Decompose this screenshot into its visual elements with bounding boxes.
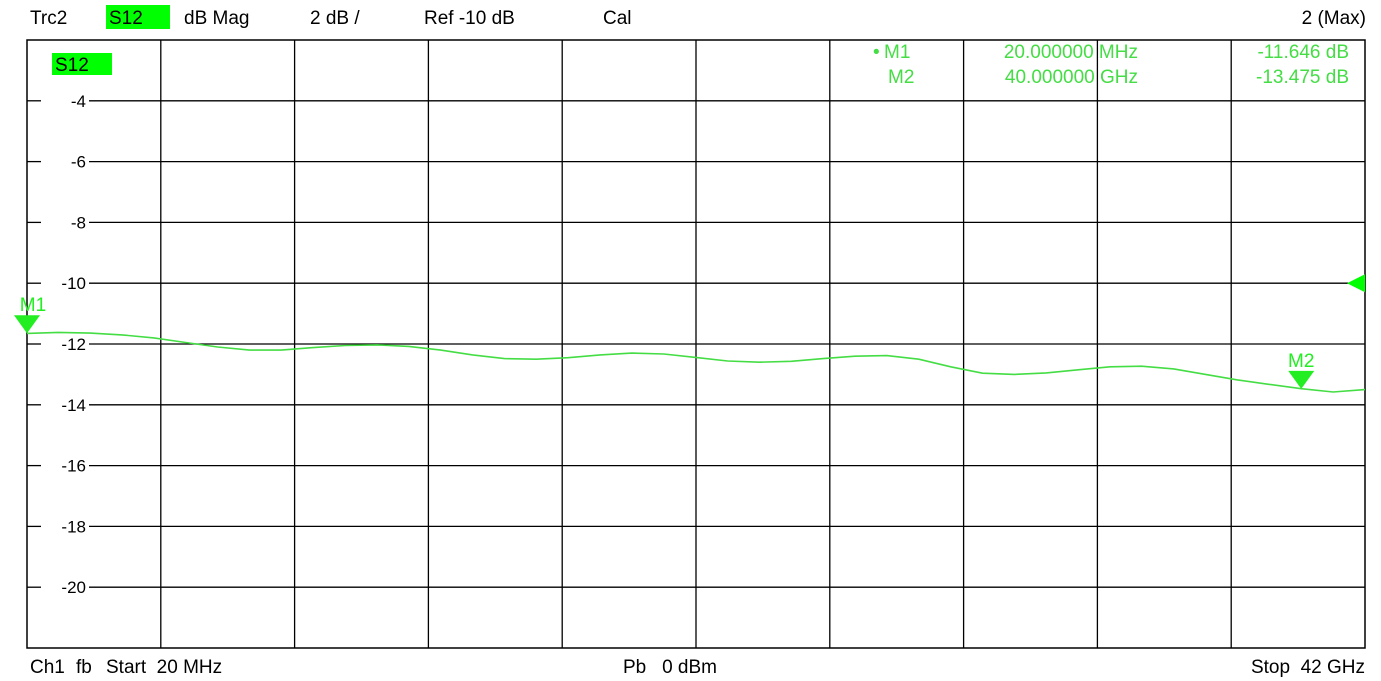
trace-label-badge — [52, 53, 112, 75]
y-tick-label: -4 — [71, 92, 86, 111]
stop-label[interactable]: Stop 42 GHz — [1251, 657, 1365, 678]
plot-area[interactable]: -4 -6 -8 -10 -12 -14 -16 -18 -20 S12 M1 M2 — [14, 39, 1366, 649]
y-tick-label: -6 — [71, 153, 86, 172]
max-label: 2 (Max) — [1302, 8, 1366, 29]
m1-value: -11.646 dB — [1257, 42, 1349, 63]
marker-label[interactable]: M2 — [1288, 351, 1314, 372]
grid — [27, 40, 1365, 648]
footer-bar: Ch1 fb Start 20 MHz Pb 0 dBm Stop 42 GHz — [30, 657, 1365, 678]
format-label[interactable]: dB Mag — [184, 8, 249, 29]
m1-freq: 20.000000 MHz — [1004, 42, 1138, 63]
m2-value: -13.475 dB — [1256, 67, 1349, 88]
y-tick-label: -20 — [61, 578, 86, 597]
header-bar: Trc2 S12 dB Mag 2 dB / Ref -10 dB Cal 2 … — [30, 5, 1366, 29]
m2-freq: 40.000000 GHz — [1005, 67, 1138, 88]
start-label[interactable]: Start 20 MHz — [106, 657, 222, 678]
markers: M1 M2 — [14, 295, 1314, 389]
y-tick-label: -14 — [61, 396, 86, 415]
m1-id[interactable]: M1 — [884, 42, 910, 63]
y-tick-label: -16 — [61, 457, 86, 476]
ref-label[interactable]: Ref -10 dB — [424, 8, 515, 29]
trace-line[interactable] — [26, 331, 1366, 393]
m1-dot: • — [873, 42, 880, 63]
param-highlight — [106, 5, 170, 29]
scale-label[interactable]: 2 dB / — [310, 8, 360, 29]
marker-readout: • M1 20.000000 MHz -11.646 dB M2 40.0000… — [873, 42, 1349, 88]
marker-label[interactable]: M1 — [20, 295, 46, 316]
y-tick-label: -12 — [61, 335, 86, 354]
ref-level-arrow[interactable] — [1347, 274, 1365, 293]
trace-label[interactable]: S12 — [55, 55, 89, 76]
mode-label: fb — [76, 657, 92, 678]
power-label[interactable]: Pb 0 dBm — [623, 657, 717, 678]
cal-label[interactable]: Cal — [603, 8, 632, 29]
marker-triangle[interactable] — [1288, 370, 1315, 389]
y-tick-label: -18 — [61, 517, 86, 536]
marker-triangle[interactable] — [14, 315, 40, 334]
y-tick-label: -10 — [61, 274, 86, 293]
trace-name[interactable]: Trc2 — [30, 8, 67, 29]
channel-label[interactable]: Ch1 — [30, 657, 65, 678]
m2-id[interactable]: M2 — [888, 67, 914, 88]
param-label[interactable]: S12 — [109, 8, 143, 29]
y-tick-label: -8 — [71, 213, 86, 232]
y-tick-labels: -4 -6 -8 -10 -12 -14 -16 -18 -20 — [61, 92, 86, 597]
